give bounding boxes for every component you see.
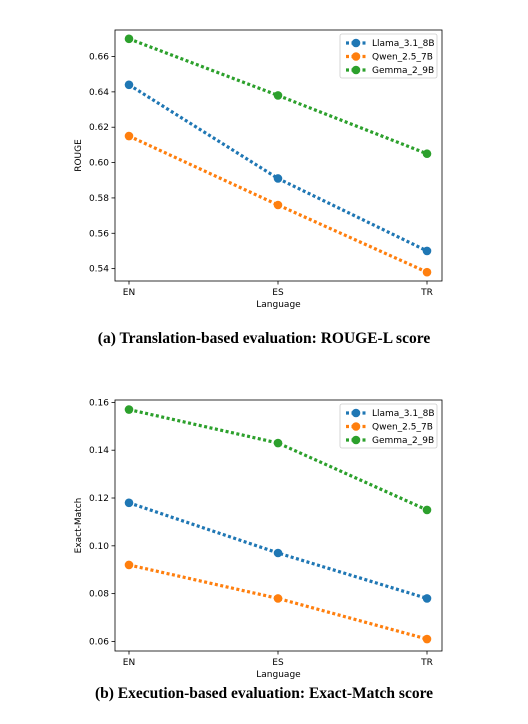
- series-line-Llama_3.1_8B: [128, 83, 428, 253]
- y-tick-label: 0.66: [89, 53, 109, 63]
- chart-exact-match: 0.06 0.08 0.10 0.12 0.14 0.16 EN ES TR Language Ex…: [74, 398, 443, 680]
- legend-label-Gemma_2_9B: Gemma_2_9B: [372, 66, 434, 76]
- y-tick-label: 0.08: [89, 590, 109, 600]
- x-tick-label: TR: [420, 658, 433, 668]
- plot-frame: [114, 399, 443, 652]
- data-point-Llama_3.1_8B: [422, 246, 432, 256]
- legend-label-Gemma_2_9B: Gemma_2_9B: [372, 436, 434, 446]
- x-tick-label: EN: [123, 288, 135, 298]
- legend-label-Qwen_2.5_7B: Qwen_2.5_7B: [372, 423, 433, 433]
- series-line-Llama_3.1_8B: [128, 501, 428, 600]
- y-tick-label: 0.14: [89, 446, 109, 456]
- data-point-Gemma_2_9B: [422, 149, 432, 159]
- y-axis-label: ROUGE: [74, 139, 84, 172]
- legend-marker-Qwen_2.5_7B: [351, 52, 361, 61]
- series-line-Qwen_2.5_7B: [128, 563, 428, 641]
- legend-marker-Qwen_2.5_7B: [351, 422, 361, 431]
- plot-frame: [114, 29, 443, 282]
- y-tick-label: 0.54: [89, 265, 109, 275]
- x-axis-label: Language: [256, 670, 301, 680]
- y-tick-label: 0.58: [89, 194, 109, 204]
- legend-label-Llama_3.1_8B: Llama_3.1_8B: [372, 409, 435, 419]
- data-point-Gemma_2_9B: [273, 438, 283, 448]
- legend-label-Llama_3.1_8B: Llama_3.1_8B: [372, 39, 435, 49]
- data-point-Qwen_2.5_7B: [273, 200, 283, 210]
- legend-marker-Llama_3.1_8B: [351, 408, 361, 418]
- data-point-Gemma_2_9B: [124, 34, 134, 44]
- x-tick-label: ES: [272, 658, 284, 668]
- data-point-Llama_3.1_8B: [124, 80, 134, 90]
- legend-label-Qwen_2.5_7B: Qwen_2.5_7B: [372, 53, 433, 63]
- x-tick-label: ES: [272, 288, 284, 298]
- data-point-Gemma_2_9B: [273, 91, 283, 100]
- data-point-Qwen_2.5_7B: [422, 634, 432, 644]
- y-tick-label: 0.06: [89, 637, 109, 647]
- x-tick-label: TR: [420, 288, 433, 298]
- data-point-Qwen_2.5_7B: [124, 131, 134, 141]
- data-point-Llama_3.1_8B: [273, 174, 283, 183]
- data-point-Llama_3.1_8B: [422, 594, 432, 603]
- data-point-Qwen_2.5_7B: [124, 560, 134, 570]
- data-point-Gemma_2_9B: [422, 505, 432, 515]
- data-point-Llama_3.1_8B: [273, 548, 283, 558]
- y-tick-label: 0.60: [89, 159, 109, 169]
- chart-rouge: 0.54 0.56 0.58 0.60 0.62 0.64 0.66 EN ES TR Langua…: [74, 29, 443, 310]
- x-axis-label: Language: [256, 300, 301, 310]
- y-axis-label: Exact-Match: [74, 498, 84, 554]
- legend-marker-Gemma_2_9B: [351, 65, 361, 75]
- caption-exact-match: (b) Execution-based evaluation: Exact-Ma…: [94, 685, 434, 702]
- y-tick-label: 0.12: [89, 494, 109, 504]
- caption-rouge: (a) Translation-based evaluation: ROUGE-…: [97, 330, 431, 347]
- y-tick-label: 0.56: [89, 229, 109, 239]
- data-point-Gemma_2_9B: [124, 405, 134, 414]
- y-tick-label: 0.64: [89, 88, 109, 98]
- data-point-Qwen_2.5_7B: [422, 267, 432, 277]
- y-tick-label: 0.16: [89, 398, 109, 408]
- series-line-Gemma_2_9B: [128, 408, 428, 512]
- legend-box: [339, 33, 438, 79]
- data-point-Llama_3.1_8B: [124, 498, 134, 508]
- legend-marker-Llama_3.1_8B: [351, 38, 361, 48]
- y-tick-label: 0.62: [89, 123, 109, 133]
- series-line-Gemma_2_9B: [128, 37, 428, 156]
- y-tick-label: 0.10: [89, 542, 109, 552]
- x-tick-label: EN: [123, 658, 135, 668]
- data-point-Qwen_2.5_7B: [273, 594, 283, 603]
- legend-box: [339, 403, 438, 449]
- legend-marker-Gemma_2_9B: [351, 435, 361, 445]
